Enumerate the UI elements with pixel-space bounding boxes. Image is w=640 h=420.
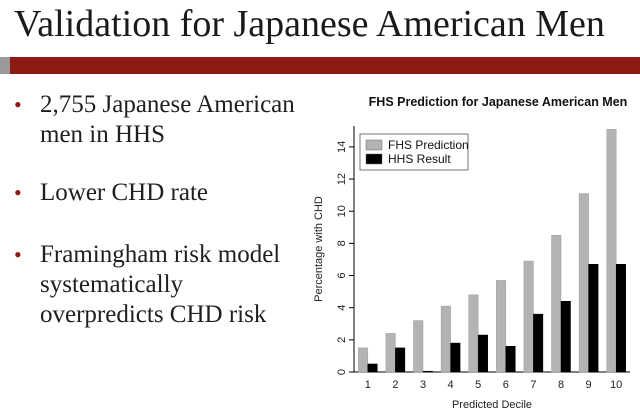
y-tick-label: 6 [336,272,348,278]
bar-fhs-prediction [440,305,451,373]
bar-fhs-prediction [385,333,396,373]
bar-hhs-result [367,363,378,373]
y-tick-label: 14 [336,141,348,153]
x-tick-label: 3 [420,379,426,391]
bar-fhs-prediction [358,347,369,373]
bar-chart: FHS Prediction for Japanese American Men… [313,95,630,411]
slide-title: Validation for Japanese American Men [14,3,605,45]
y-axis-label: Percentage with CHD [313,196,325,302]
bar-fhs-prediction [523,260,534,373]
x-tick-label: 10 [610,379,622,391]
bar-fhs-prediction [468,294,479,373]
bullet-dot-icon: • [14,92,22,117]
x-tick-label: 4 [448,379,454,391]
bar-hhs-result [450,342,461,373]
bar-hhs-result [505,346,516,373]
x-tick-label: 7 [530,379,536,391]
bar-hhs-result [560,301,571,373]
bullet-item: • Lower CHD rate [12,178,302,208]
bar-hhs-result [588,264,599,373]
bar-hhs-result [395,347,406,373]
bullet-text: Framingham risk model systematically ove… [40,241,281,328]
legend-label: FHS Prediction [388,138,469,152]
y-tick-label: 12 [336,173,348,185]
bullet-text: 2,755 Japanese American men in HHS [40,91,295,148]
x-axis-label: Predicted Decile [452,399,532,411]
bar-hhs-result [422,370,433,373]
x-tick-label: 8 [558,379,564,391]
bullet-list: • 2,755 Japanese American men in HHS • L… [12,90,302,330]
bullet-item: • Framingham risk model systematically o… [12,240,302,330]
bar-fhs-prediction [578,193,589,373]
y-tick-label: 4 [336,305,348,311]
bar-fhs-prediction [606,128,617,373]
x-tick-label: 5 [475,379,481,391]
bar-hhs-result [615,264,626,373]
title-rule-red [10,57,640,74]
bar-hhs-result [533,313,544,373]
y-tick-label: 0 [336,369,348,375]
x-tick-label: 9 [586,379,592,391]
bar-fhs-prediction [413,320,424,373]
title-rule-grey [0,57,10,74]
y-tick-label: 2 [336,337,348,343]
x-tick-label: 1 [365,379,371,391]
y-tick-label: 10 [336,205,348,217]
bar-fhs-prediction [551,235,562,373]
y-tick-label: 8 [336,240,348,246]
bullet-dot-icon: • [14,180,22,205]
x-tick-label: 2 [392,379,398,391]
x-tick-label: 6 [503,379,509,391]
bar-hhs-result [477,334,488,373]
bullet-item: • 2,755 Japanese American men in HHS [12,90,302,150]
chart-title: FHS Prediction for Japanese American Men [369,95,628,109]
bar-fhs-prediction [496,280,507,373]
legend-swatch [365,153,383,165]
legend-swatch [365,139,383,151]
bullet-dot-icon: • [14,242,22,267]
legend-label: HHS Result [388,152,451,166]
bullet-text: Lower CHD rate [40,179,208,206]
